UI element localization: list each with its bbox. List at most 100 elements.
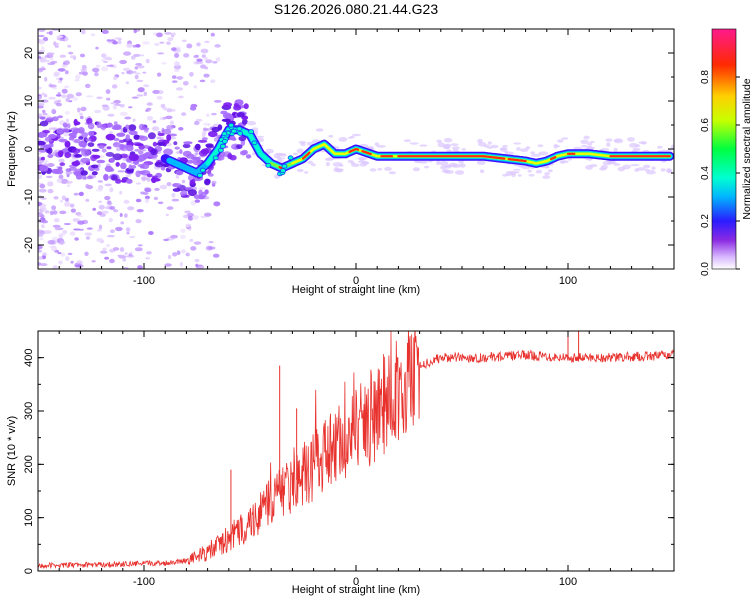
noise-blob [148, 231, 154, 235]
noise-blob [111, 84, 118, 89]
ridge-spot [265, 162, 272, 168]
noise-blob [161, 62, 167, 65]
ridge-blob [91, 171, 98, 176]
noise-blob [51, 246, 57, 252]
ridge-blob [128, 124, 137, 132]
ridge-peak [549, 156, 557, 161]
ridge-blob [135, 170, 141, 178]
noise-blob [126, 70, 134, 75]
noise-blob [124, 213, 128, 218]
noise-blob [62, 229, 68, 235]
halo-blob [454, 170, 465, 175]
noise-blob [186, 43, 193, 49]
halo-blob [369, 168, 377, 172]
noise-blob [194, 152, 199, 156]
noise-blob [75, 74, 81, 80]
noise-blob [166, 41, 171, 45]
noise-blob [97, 185, 104, 190]
ridge-blob [86, 175, 93, 180]
noise-blob [38, 256, 43, 260]
ridge-blob [166, 134, 172, 142]
halo-blob [347, 160, 354, 163]
noise-blob [156, 136, 162, 140]
halo-blob [542, 175, 551, 179]
noise-blob [179, 261, 183, 267]
halo-blob [538, 151, 549, 156]
noise-blob [63, 223, 71, 225]
halo-blob [359, 158, 365, 161]
noise-blob [134, 74, 139, 80]
noise-blob [181, 39, 187, 42]
noise-blob [108, 217, 113, 223]
noise-blob [65, 256, 70, 261]
noise-blob [181, 179, 186, 184]
noise-blob [58, 260, 63, 265]
spectrogram-xlabel: Height of straight line (km) [292, 284, 420, 296]
noise-blob [38, 35, 45, 37]
noise-blob [162, 107, 168, 111]
noise-blob [47, 181, 54, 187]
ridge-blob [183, 141, 193, 145]
ridge-blob [128, 154, 139, 162]
halo-blob [513, 168, 521, 171]
halo-blob [553, 143, 558, 149]
halo-blob [304, 171, 309, 174]
ridge-blob [42, 144, 50, 149]
noise-blob [212, 253, 220, 258]
noise-blob [133, 70, 137, 74]
noise-blob [75, 211, 82, 216]
halo-blob [403, 139, 411, 143]
noise-blob [51, 205, 57, 211]
noise-blob [65, 180, 73, 184]
noise-blob [137, 65, 145, 69]
ridge-blob [56, 133, 61, 139]
ridge-blob [81, 132, 89, 138]
halo-blob [561, 137, 569, 140]
noise-blob [113, 209, 119, 213]
ridge-peak [361, 150, 372, 156]
noise-blob [47, 240, 56, 245]
colorbar-label: Normalized spectral amplitude [741, 78, 750, 219]
spectrogram-ytick-label: 20 [23, 47, 35, 59]
noise-blob [125, 227, 131, 233]
halo-blob [441, 169, 449, 173]
noise-blob [124, 252, 128, 256]
ridge-blob [75, 159, 80, 165]
halo-blob [409, 142, 419, 145]
snr-ytick-label: 0 [23, 568, 35, 574]
noise-blob [184, 210, 191, 214]
noise-blob [53, 72, 60, 78]
noise-blob [119, 59, 127, 65]
noise-blob [189, 106, 197, 111]
noise-blob [38, 67, 44, 73]
noise-blob [38, 174, 43, 180]
noise-blob [199, 79, 206, 83]
noise-blob [59, 240, 65, 245]
noise-blob [180, 228, 186, 233]
noise-blob [65, 171, 73, 175]
noise-blob [38, 188, 47, 193]
noise-blob [59, 77, 63, 81]
noise-blob [125, 81, 129, 85]
noise-blob [117, 39, 122, 45]
noise-blob [79, 53, 86, 58]
noise-blob [172, 252, 178, 257]
noise-blob [215, 57, 221, 62]
halo-blob [292, 152, 299, 156]
ridge-blob [106, 146, 112, 150]
halo-blob [388, 171, 397, 175]
noise-blob [172, 75, 177, 79]
noise-blob [75, 92, 82, 97]
snr-ytick-label: 100 [23, 508, 35, 526]
snr-content [38, 331, 674, 570]
halo-blob [351, 133, 361, 137]
ridge-blob [133, 134, 140, 140]
noise-blob [72, 96, 78, 102]
noise-blob [70, 55, 74, 59]
spectrogram-content [38, 29, 674, 269]
ridge-blob [200, 191, 207, 198]
noise-blob [57, 68, 66, 72]
noise-blob [138, 149, 147, 152]
halo-blob [412, 167, 420, 172]
